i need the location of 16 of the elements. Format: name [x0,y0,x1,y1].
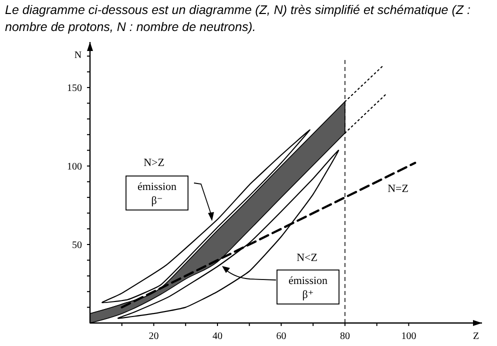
x-tick-label: 20 [148,331,159,342]
x-tick-label: 40 [212,331,222,342]
y-tick-label: 150 [67,83,82,94]
y-tick-label: 100 [67,162,82,173]
chart-title: Le diagramme ci-dessous est un diagramme (Z, N) très simplifié et schématique (Z : nombre de protons, N : nombre de neutrons). [5,3,470,34]
annotation: N=Z [388,183,409,195]
annotation: N<Z [296,252,318,264]
x-axis-title: Z [472,331,480,342]
annotation: émission β⁻ [137,181,178,207]
annotation: N>Z [144,157,165,169]
y-axis-title: N [74,50,82,61]
x-tick-label: 60 [276,331,286,342]
y-tick-label: 50 [72,240,82,252]
x-tick-label: 80 [340,331,350,342]
x-tick-label: 100 [401,331,416,342]
annotation: émission β⁺ [288,275,328,301]
